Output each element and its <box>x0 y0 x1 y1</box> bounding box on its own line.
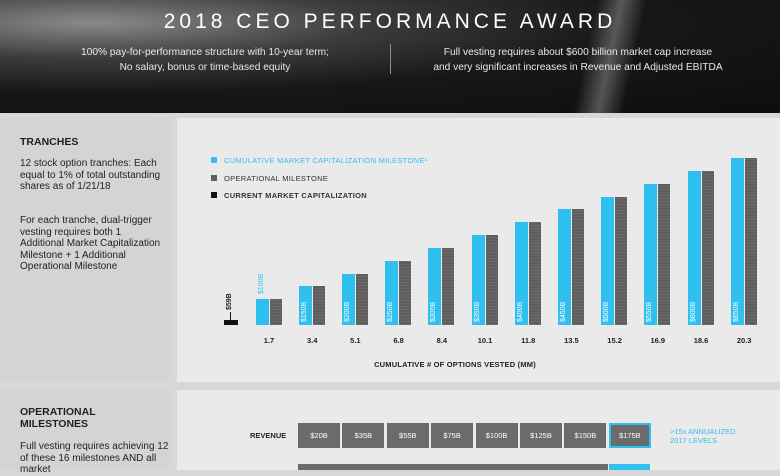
revenue-milestone-cell: $55B <box>386 423 429 448</box>
market-cap-bar <box>514 222 528 325</box>
market-cap-value-label: $100B <box>257 274 265 295</box>
x-tick-label: 10.1 <box>477 336 493 345</box>
revenue-milestone-cell: $150B <box>564 423 607 448</box>
market-cap-value-label: $550B <box>646 301 654 322</box>
operational-bar <box>701 170 714 325</box>
market-cap-value-label: $500B <box>603 301 611 322</box>
market-cap-value-label: $150B <box>300 301 308 322</box>
header-right-line-1: Full vesting requires about $600 billion… <box>443 47 713 58</box>
x-tick-label: 3.4 <box>306 336 318 345</box>
market-cap-value-label: $650B <box>732 301 740 322</box>
operational-bar <box>399 260 412 325</box>
header-banner: 2018 CEO PERFORMANCE AWARD 100% pay-for-… <box>0 0 780 113</box>
tranches-text-2: For each tranche, dual-trigger vesting r… <box>20 215 161 272</box>
x-tick-label: 13.5 <box>564 336 579 345</box>
market-cap-value-label: $250B <box>387 301 395 322</box>
operational-title-line-2: MILESTONES <box>20 418 89 430</box>
market-cap-bar <box>255 299 269 325</box>
x-tick-label: 18.6 <box>693 336 709 345</box>
market-cap-bar <box>428 247 442 325</box>
market-cap-value-label: $350B <box>473 301 481 322</box>
x-tick-label: 5.1 <box>350 336 361 345</box>
current-market-cap-bar <box>224 320 238 325</box>
operational-bar <box>485 235 498 325</box>
current-market-cap-label: $59B <box>226 293 233 310</box>
header-divider <box>390 44 391 74</box>
tranches-sidebar: TRANCHES 12 stock option tranches: Each … <box>0 118 170 382</box>
x-tick-label: 11.8 <box>521 336 536 345</box>
market-cap-bar <box>644 183 658 325</box>
page-title: 2018 CEO PERFORMANCE AWARD <box>163 10 617 33</box>
legend-item-current: CURRENT MARKET CAPITALIZATION <box>211 191 367 200</box>
x-tick-label: 6.8 <box>393 336 404 345</box>
legend-item-operational: OPERATIONAL MILESTONE <box>211 174 328 183</box>
operational-bar <box>442 247 455 325</box>
operational-bar <box>744 158 757 325</box>
legend-swatch-operational <box>211 175 217 181</box>
operational-bar <box>658 183 671 325</box>
tranches-text-1: 12 stock option tranches: Each equal to … <box>20 158 161 192</box>
revenue-milestone-cell: $175B <box>608 423 651 448</box>
market-cap-bar <box>471 235 485 325</box>
operational-bar <box>269 299 282 325</box>
operational-bar <box>312 286 325 325</box>
revenue-note-line-2: 2017 LEVELS <box>670 436 718 445</box>
header-left-text: 100% pay-for-performance structure with … <box>40 45 370 75</box>
operational-bar <box>571 209 584 325</box>
market-cap-bar <box>687 170 701 325</box>
revenue-milestone-cell: $35B <box>342 423 385 448</box>
market-cap-value-label: $200B <box>343 301 351 322</box>
legend-label-operational: OPERATIONAL MILESTONE <box>224 174 329 183</box>
operational-sidebar: OPERATIONAL MILESTONES Full vesting requ… <box>0 390 170 475</box>
header-right-line-2: and very significant increases in Revenu… <box>433 62 723 73</box>
x-tick-label: 16.9 <box>650 336 666 345</box>
market-cap-value-label: $400B <box>516 301 524 322</box>
operational-bar <box>615 196 628 325</box>
revenue-milestone-cell: $100B <box>475 423 518 448</box>
legend-item-market-cap: CUMULATIVE MARKET CAPITALIZATION MILESTO… <box>211 156 427 165</box>
market-cap-bar <box>557 209 571 325</box>
legend-label-market-cap: CUMULATIVE MARKET CAPITALIZATION MILESTO… <box>224 156 428 165</box>
market-cap-value-label: $450B <box>559 301 567 322</box>
revenue-row-label: REVENUE <box>250 431 287 440</box>
next-milestone-row <box>298 464 608 470</box>
revenue-milestone-cell: $75B <box>431 423 474 448</box>
operational-title-line-1: OPERATIONAL <box>20 406 96 418</box>
market-cap-bar <box>601 196 615 325</box>
market-cap-value-label: $600B <box>689 301 697 322</box>
legend-swatch-current <box>211 192 217 198</box>
header-left-line-1: 100% pay-for-performance structure with … <box>81 47 329 58</box>
revenue-milestone-cell: $125B <box>520 423 562 448</box>
x-axis-title: CUMULATIVE # OF OPTIONS VESTED (MM) <box>374 360 536 369</box>
header-left-line-2: No salary, bonus or time-based equity <box>119 62 291 73</box>
operational-bar <box>528 222 541 325</box>
current-market-cap-tick <box>230 312 231 320</box>
market-cap-bar <box>341 273 355 325</box>
revenue-note-line-1: >15x ANNUALIZED <box>670 427 736 436</box>
legend-label-current: CURRENT MARKET CAPITALIZATION <box>224 191 367 200</box>
tranches-title: TRANCHES <box>20 136 79 148</box>
x-tick-label: 20.3 <box>736 336 752 345</box>
legend-swatch-market-cap <box>211 157 217 163</box>
x-tick-label: 8.4 <box>436 336 448 345</box>
x-tick-label: 1.7 <box>263 336 275 345</box>
revenue-milestone-cell: $20B <box>298 423 340 448</box>
market-cap-bar <box>298 286 312 325</box>
market-cap-bar <box>730 158 744 325</box>
revenue-note: >15x ANNUALIZED 2017 LEVELS <box>670 427 736 445</box>
x-tick-label: 15.2 <box>607 336 622 345</box>
market-cap-bar <box>385 260 399 325</box>
market-cap-value-label: $300B <box>430 301 438 322</box>
header-right-text: Full vesting requires about $600 billion… <box>408 45 748 75</box>
operational-bar <box>355 273 368 325</box>
next-milestone-row-highlight <box>609 464 650 470</box>
operational-text: Full vesting requires achieving 12 of th… <box>20 441 169 475</box>
